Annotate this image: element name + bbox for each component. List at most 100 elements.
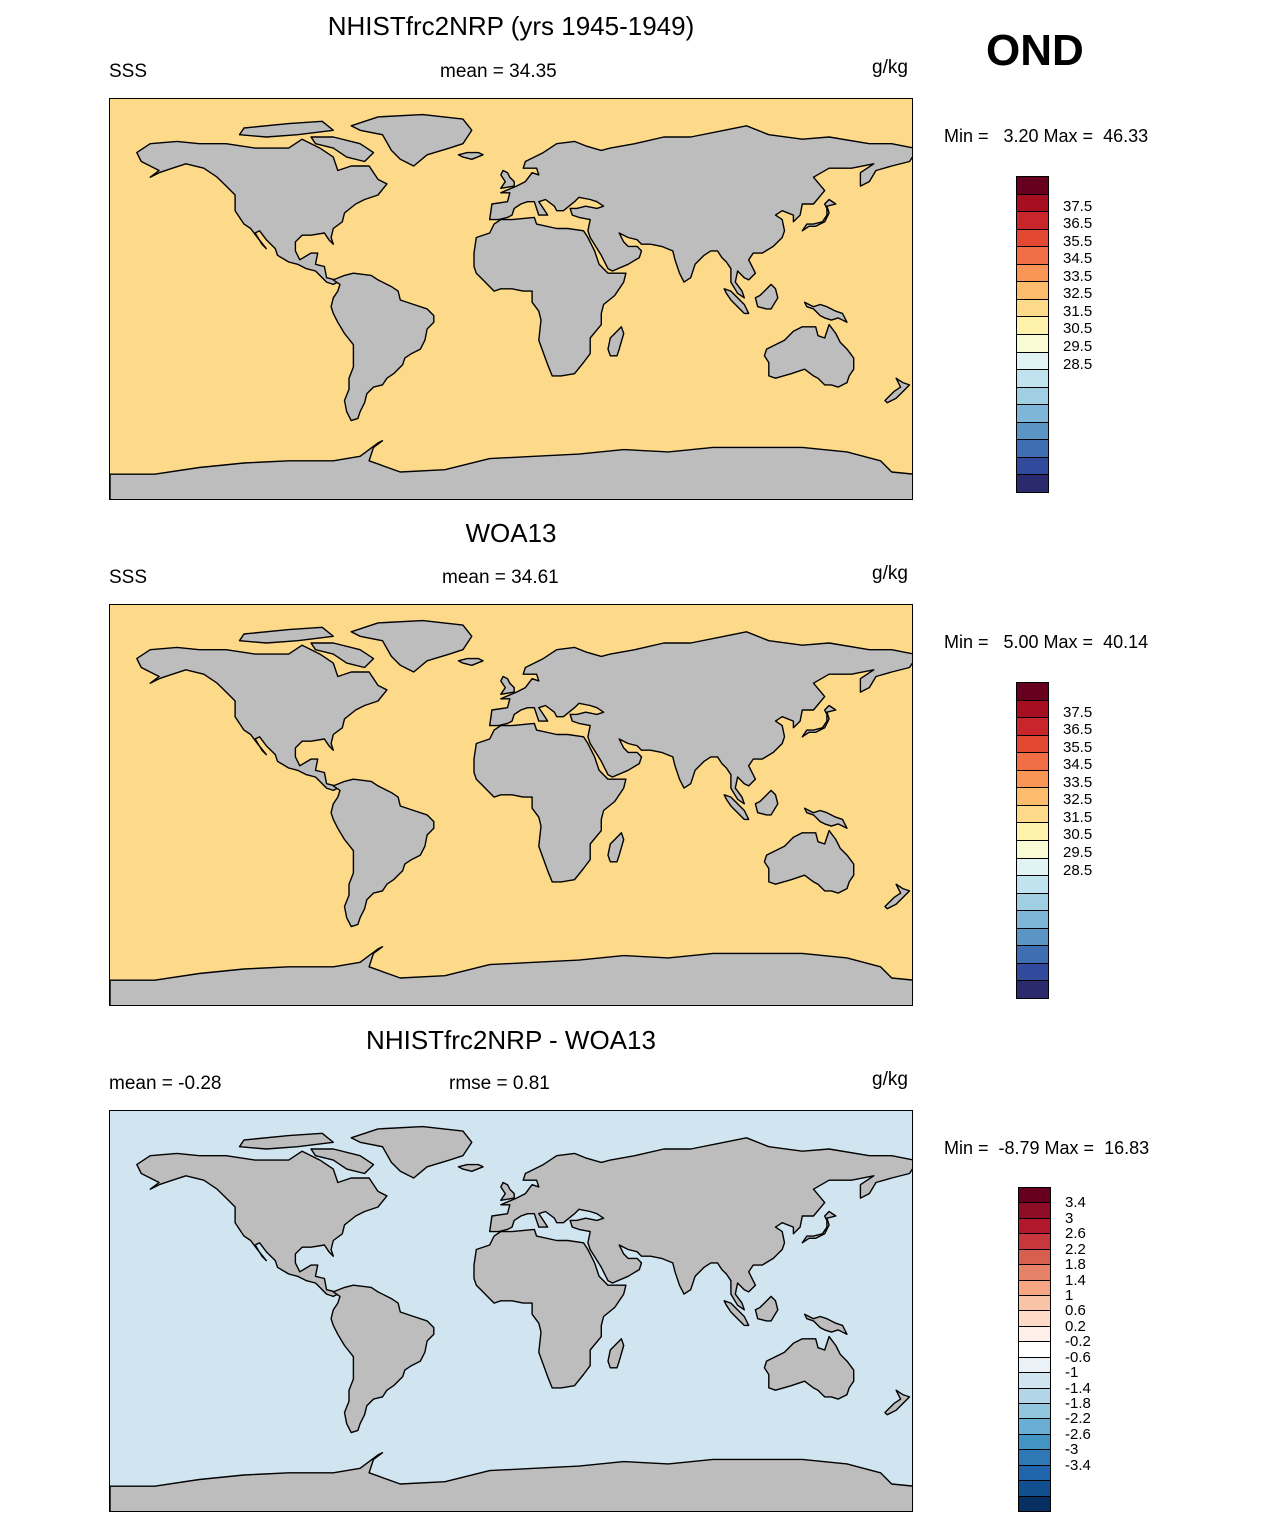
colorbar-box — [1018, 1295, 1051, 1312]
colorbar-tick-label: 36.5 — [1063, 215, 1093, 233]
colorbar-tick-label: -3.4 — [1065, 1456, 1091, 1474]
panel1-mean-label: mean = 34.35 — [440, 61, 557, 82]
new-guinea-land — [803, 301, 848, 324]
antarctica-land — [110, 1452, 912, 1511]
colorbar-tick-label: 29.5 — [1063, 338, 1093, 355]
sumatra-land — [723, 288, 750, 315]
colorbar-box — [1018, 1217, 1051, 1235]
colorbar-box — [1016, 875, 1049, 894]
north-america-land — [136, 138, 388, 286]
japan-land — [801, 1210, 837, 1244]
colorbar-box — [1018, 1202, 1051, 1219]
colorbar-box — [1016, 945, 1049, 964]
panel1-left-label: SSS — [109, 61, 148, 82]
africa-land — [473, 216, 627, 377]
colorbar-box — [1016, 699, 1049, 719]
colorbar-tick-label: 0.2 — [1065, 1317, 1086, 1335]
africa-land — [473, 1228, 627, 1389]
madagascar-land — [607, 326, 625, 357]
colorbar-box — [1016, 298, 1049, 318]
colorbar-box — [1016, 840, 1049, 859]
sumatra-land — [723, 794, 750, 821]
colorbar-box — [1016, 804, 1049, 824]
colorbar-box — [1016, 787, 1049, 806]
colorbar-box — [1016, 456, 1049, 476]
colorbar-tick-label: 28.5 — [1063, 861, 1093, 879]
colorbar-box — [1018, 1341, 1051, 1358]
eurasia-land — [489, 125, 912, 299]
baffin-island-land — [310, 642, 375, 669]
sumatra-land — [723, 1300, 750, 1327]
colorbar-tick-label: 34.5 — [1063, 756, 1093, 774]
colorbar-box — [1016, 316, 1049, 335]
panel2-mean-label: mean = 34.61 — [442, 567, 559, 588]
colorbar-box — [1016, 980, 1049, 999]
borneo-land — [754, 789, 779, 816]
colorbar-tick-label: 34.5 — [1063, 250, 1093, 268]
colorbar-box — [1016, 752, 1049, 771]
colorbar-box — [1018, 1264, 1051, 1281]
south-america-land — [330, 272, 435, 422]
colorbar-tick-label: 1 — [1065, 1287, 1074, 1304]
colorbar-box — [1018, 1403, 1051, 1420]
colorbar-box — [1016, 228, 1049, 248]
colorbar-box — [1018, 1187, 1051, 1204]
antarctica-land — [110, 440, 912, 499]
colorbar-box — [1016, 193, 1049, 213]
colorbar-box — [1016, 822, 1049, 841]
colorbar-box — [1018, 1325, 1051, 1343]
colorbar-box — [1018, 1387, 1051, 1404]
colorbar-tick-label: -2.2 — [1065, 1410, 1091, 1428]
arctic-islands-land — [238, 120, 335, 138]
australia-land — [763, 829, 855, 894]
madagascar-land — [607, 1338, 625, 1369]
colorbar-box — [1018, 1372, 1051, 1389]
colorbar-box — [1018, 1449, 1051, 1466]
uk-land — [500, 169, 515, 190]
north-america-land — [136, 1150, 388, 1298]
panel2-title: WOA13 — [465, 518, 557, 548]
colorbar-box — [1016, 927, 1049, 947]
colorbar-box — [1018, 1356, 1051, 1374]
colorbar-box — [1016, 176, 1049, 195]
new-guinea-land — [803, 807, 848, 830]
colorbar-tick-label: 32.5 — [1063, 285, 1093, 303]
colorbar-tick-label: 31.5 — [1063, 302, 1093, 320]
colorbar-tick-label: 31.5 — [1063, 808, 1093, 826]
greenland-land — [350, 619, 473, 673]
australia-land — [763, 1335, 855, 1400]
colorbar-box — [1016, 246, 1049, 265]
new-zealand-land — [884, 377, 911, 404]
colorbar-tick-label: 29.5 — [1063, 844, 1093, 861]
colorbar-tick-label: 1.8 — [1065, 1256, 1086, 1274]
new-guinea-land — [803, 1313, 848, 1336]
colorbar-box — [1016, 857, 1049, 877]
colorbar-box — [1016, 734, 1049, 754]
colorbar-box — [1016, 421, 1049, 441]
antarctica-land — [110, 946, 912, 1005]
panel2-units: g/kg — [872, 563, 908, 584]
panel2-left-label: SSS — [109, 567, 148, 588]
arctic-islands-land — [238, 626, 335, 644]
panel3-rmse-label: rmse = 0.81 — [449, 1073, 550, 1094]
eurasia-land — [489, 1137, 912, 1311]
colorbar-box — [1016, 263, 1049, 283]
colorbar-box — [1018, 1310, 1051, 1327]
colorbar-tick-label: 28.5 — [1063, 355, 1093, 373]
arctic-islands-land — [238, 1132, 335, 1150]
baffin-island-land — [310, 136, 375, 163]
colorbar-box — [1016, 439, 1049, 458]
iceland-land — [457, 657, 484, 666]
borneo-land — [754, 283, 779, 310]
greenland-land — [350, 1125, 473, 1179]
colorbar-tick-label: 1.4 — [1065, 1271, 1086, 1289]
panel1-title: NHISTfrc2NRP (yrs 1945-1949) — [327, 11, 695, 41]
africa-land — [473, 722, 627, 883]
panel2-minmax: Min = 5.00 Max = 40.14 — [944, 632, 1149, 652]
north-america-land — [136, 644, 388, 792]
colorbar-box — [1016, 404, 1049, 423]
colorbar-box — [1016, 386, 1049, 406]
colorbar-box — [1018, 1279, 1051, 1296]
eurasia-land — [489, 631, 912, 805]
colorbar-tick-label: 33.5 — [1063, 267, 1093, 285]
